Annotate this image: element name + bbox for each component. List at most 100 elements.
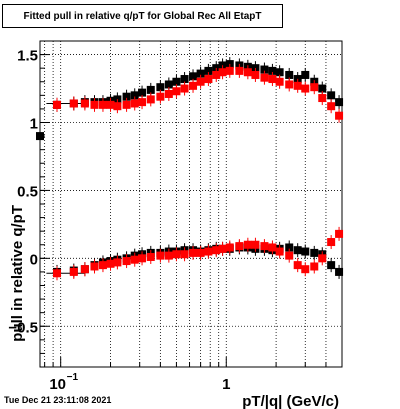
data-point	[138, 88, 147, 97]
data-point	[98, 100, 107, 109]
data-point	[327, 91, 336, 100]
data-point	[156, 92, 165, 101]
data-point	[146, 95, 155, 104]
data-point	[335, 267, 344, 276]
data-point	[122, 100, 131, 109]
data-point	[212, 70, 221, 79]
data-point	[130, 99, 139, 108]
x-axis-title: pT/|q| (GeV/c)	[242, 393, 339, 409]
data-point	[204, 247, 213, 256]
data-point	[275, 77, 284, 86]
data-point	[335, 111, 344, 120]
data-point	[196, 69, 205, 78]
y-tick-label: 0.5	[17, 183, 38, 200]
data-point	[212, 246, 221, 255]
data-point	[164, 251, 173, 260]
data-point	[98, 261, 107, 270]
data-point	[260, 73, 269, 82]
data-point	[164, 80, 173, 89]
data-point	[130, 255, 139, 264]
data-point	[335, 98, 344, 107]
data-point	[122, 92, 131, 101]
data-point	[196, 248, 205, 257]
data-point	[301, 265, 310, 274]
data-points	[36, 57, 344, 281]
axis-ticks	[40, 40, 327, 368]
data-point	[180, 75, 189, 84]
data-point	[204, 66, 213, 75]
data-point	[235, 66, 244, 75]
data-point	[251, 70, 260, 79]
data-point	[106, 100, 115, 109]
data-point	[130, 91, 139, 100]
data-point	[172, 250, 181, 259]
data-point	[285, 243, 294, 252]
data-point	[327, 261, 336, 270]
data-point	[293, 81, 302, 90]
y-tick-label: 1.5	[17, 48, 38, 65]
data-point	[285, 251, 294, 260]
data-point	[275, 247, 284, 256]
data-point	[310, 262, 319, 271]
data-point	[275, 68, 284, 77]
data-point	[69, 99, 78, 108]
data-point	[36, 132, 44, 141]
y-tick-label: −0.5	[8, 319, 38, 336]
data-point	[301, 84, 310, 93]
data-point	[335, 229, 344, 238]
data-point	[310, 83, 319, 92]
data-point	[106, 259, 115, 268]
data-point	[243, 68, 252, 77]
data-point	[138, 98, 147, 107]
data-point	[218, 68, 227, 77]
data-point	[251, 240, 260, 249]
chart-title-box: Fitted pull in relative q/pT for Global …	[2, 4, 283, 28]
data-point	[318, 84, 327, 93]
data-point	[260, 65, 269, 74]
data-point	[189, 248, 198, 257]
x-tick-label: 10	[49, 376, 66, 393]
chart-title: Fitted pull in relative q/pT for Global …	[23, 10, 262, 22]
data-point	[113, 102, 122, 111]
data-point	[196, 77, 205, 86]
data-point	[318, 94, 327, 103]
data-point	[146, 85, 155, 94]
data-point	[172, 77, 181, 86]
data-point	[90, 100, 99, 109]
data-point	[225, 66, 234, 75]
data-point	[164, 89, 173, 98]
data-point	[268, 75, 277, 84]
data-point	[113, 258, 122, 267]
data-point	[327, 238, 336, 247]
x-tick-label-exponent: −1	[67, 372, 79, 383]
data-point	[318, 254, 327, 263]
data-point	[293, 246, 302, 255]
data-point	[260, 242, 269, 251]
data-point	[52, 269, 61, 278]
data-point	[172, 87, 181, 96]
data-point	[156, 251, 165, 260]
plot-frame	[39, 40, 343, 368]
data-point	[80, 99, 89, 108]
data-point	[204, 75, 213, 84]
data-point	[310, 248, 319, 257]
x-tick-label: 1	[222, 376, 230, 393]
data-point	[180, 84, 189, 93]
data-point	[80, 265, 89, 274]
data-point	[301, 70, 310, 79]
data-point	[69, 267, 78, 276]
footer-timestamp: Tue Dec 21 23:11:08 2021	[4, 395, 112, 405]
data-point	[189, 81, 198, 90]
axis-tick-labels: −0.5 0 0.5 1 1.5 10 −1 1	[8, 48, 230, 393]
data-point	[327, 102, 336, 111]
y-tick-label: 1	[30, 116, 38, 133]
data-point	[218, 244, 227, 253]
data-point	[301, 247, 310, 256]
data-point	[225, 243, 234, 252]
data-point	[146, 252, 155, 261]
data-point	[268, 66, 277, 75]
data-point	[285, 80, 294, 89]
data-point	[90, 262, 99, 271]
data-point	[293, 261, 302, 270]
